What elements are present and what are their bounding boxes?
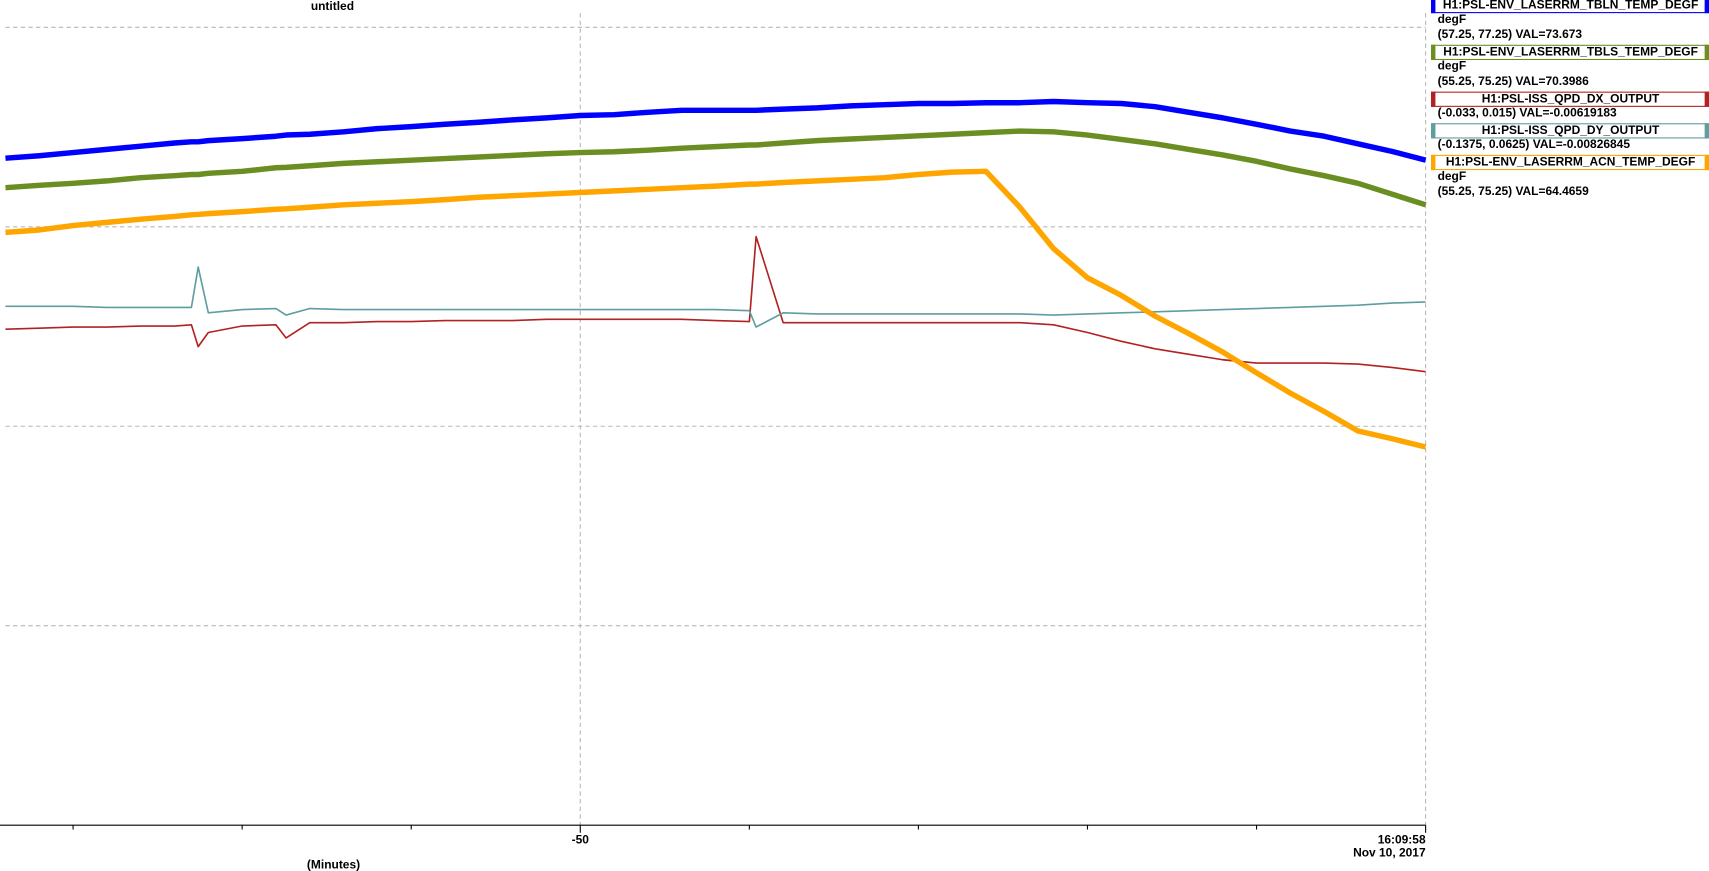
x-end-date: Nov 10, 2017 — [1353, 846, 1426, 860]
legend-name[interactable]: H1:PSL-ENV_LASERRM_ACN_TEMP_DEGF — [1446, 155, 1695, 169]
x-tick-label: -50 — [572, 833, 590, 847]
legend-name[interactable]: H1:PSL-ENV_LASERRM_TBLS_TEMP_DEGF — [1443, 45, 1698, 59]
legend-info: (-0.033, 0.015) VAL=-0.00619183 — [1438, 106, 1617, 120]
legend-info: (57.25, 77.25) VAL=73.673 — [1438, 27, 1583, 41]
legend-swatch[interactable] — [1704, 0, 1709, 14]
legend-swatch[interactable] — [1431, 123, 1436, 139]
legend-unit: degF — [1438, 12, 1467, 26]
legend-info: (55.25, 75.25) VAL=64.4659 — [1438, 184, 1589, 198]
legend-swatch[interactable] — [1431, 0, 1436, 14]
legend-name[interactable]: H1:PSL-ISS_QPD_DX_OUTPUT — [1482, 91, 1660, 105]
legend-swatch[interactable] — [1704, 154, 1709, 171]
legend-name[interactable]: H1:PSL-ENV_LASERRM_TBLN_TEMP_DEGF — [1443, 0, 1698, 12]
chart-title: untitled — [311, 0, 354, 13]
axes: -50 16:09:58 — [0, 824, 1427, 847]
trace-line — [5, 98, 1427, 163]
legend-swatch[interactable] — [1704, 44, 1709, 61]
trace-line — [5, 266, 1426, 328]
legend-swatch[interactable] — [1431, 154, 1436, 171]
legend-swatch[interactable] — [1431, 44, 1436, 61]
legend-swatch[interactable] — [1704, 91, 1709, 107]
legend-unit: degF — [1438, 169, 1467, 183]
legend[interactable]: H1:PSL-ENV_LASERRM_TBLN_TEMP_DEGFdegF(57… — [1431, 0, 1709, 198]
legend-swatch[interactable] — [1431, 91, 1436, 107]
trace-line — [5, 235, 1426, 373]
x-axis-label: (Minutes) — [307, 858, 360, 871]
legend-name[interactable]: H1:PSL-ISS_QPD_DY_OUTPUT — [1482, 123, 1660, 137]
legend-swatch[interactable] — [1704, 123, 1709, 139]
x-tick-label: 16:09:58 — [1378, 833, 1426, 847]
traces — [5, 98, 1427, 450]
trace-line — [5, 168, 1427, 450]
legend-info: (-0.1375, 0.0625) VAL=-0.00826845 — [1438, 137, 1631, 151]
trace-line — [5, 128, 1427, 208]
legend-unit: degF — [1438, 59, 1467, 73]
legend-info: (55.25, 75.25) VAL=70.3986 — [1438, 74, 1589, 88]
grid — [5, 13, 1427, 826]
